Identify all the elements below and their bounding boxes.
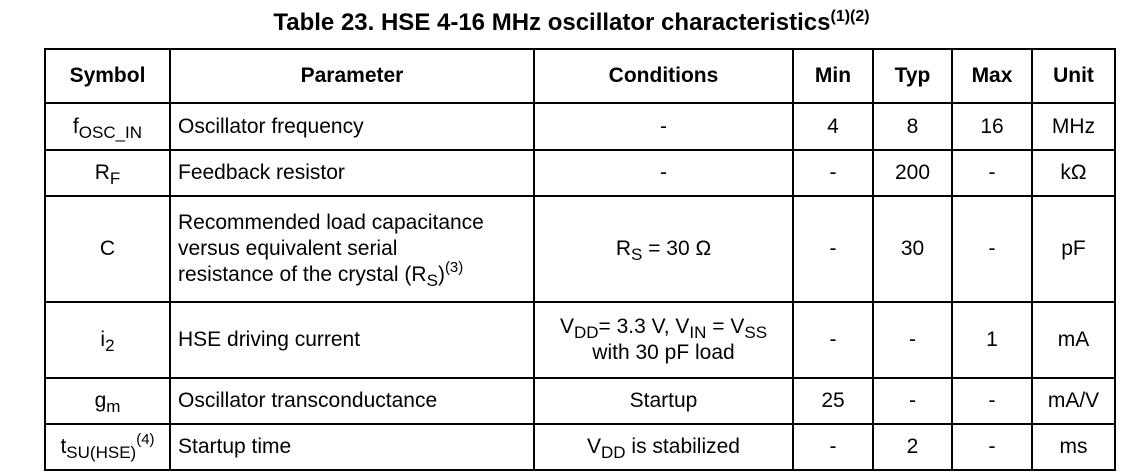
symbol-main: t <box>60 435 67 458</box>
condition-text: V <box>559 315 574 338</box>
table-row: gm Oscillator transconductance Startup 2… <box>44 377 1116 425</box>
condition-sub: DD <box>601 443 626 462</box>
parameter-cell: HSE driving current <box>169 301 535 379</box>
parameter-cell: Oscillator transconductance <box>169 377 535 425</box>
max-cell: - <box>951 423 1033 471</box>
symbol-cell: fOSC_IN <box>44 102 171 151</box>
condition-text: R <box>615 237 631 260</box>
max-cell: - <box>951 195 1033 303</box>
parameter-cell: Feedback resistor <box>169 149 535 197</box>
symbol-main: i <box>100 328 106 351</box>
symbol-main: g <box>94 389 107 412</box>
symbol-cell: i2 <box>44 301 171 379</box>
unit-cell: pF <box>1031 195 1116 303</box>
header-symbol: Symbol <box>44 48 171 104</box>
unit-cell: kΩ <box>1031 149 1116 197</box>
header-row: Symbol Parameter Conditions Min Typ Max … <box>44 48 1116 104</box>
max-cell: - <box>951 149 1033 197</box>
condition-text: = 3.3 V, V <box>598 315 690 338</box>
typ-cell: 200 <box>872 149 953 197</box>
parameter-cell: Oscillator frequency <box>169 102 535 151</box>
min-cell: - <box>792 149 874 197</box>
parameter-cell: Recommended load capacitance versus equi… <box>169 195 535 303</box>
min-cell: - <box>792 301 874 379</box>
symbol-sub: SU(HSE) <box>66 443 137 462</box>
table-row: fOSC_IN Oscillator frequency - 4 8 16 MH… <box>44 102 1116 151</box>
table-title-text: Table 23. HSE 4-16 MHz oscillator charac… <box>273 9 831 36</box>
table-title: Table 23. HSE 4-16 MHz oscillator charac… <box>0 8 1143 38</box>
conditions-cell: VDD= 3.3 V, VIN = VSS with 30 pF load <box>533 301 794 379</box>
table-row: i2 HSE driving current VDD= 3.3 V, VIN =… <box>44 301 1116 379</box>
typ-cell: 2 <box>872 423 953 471</box>
condition-line: with 30 pF load <box>592 341 735 364</box>
min-cell: - <box>792 195 874 303</box>
symbol-sub: OSC_IN <box>78 122 143 142</box>
symbol-main: R <box>94 161 110 184</box>
symbol-sub: m <box>106 397 121 416</box>
typ-cell: 8 <box>872 102 953 151</box>
symbol-cell: C <box>44 195 171 303</box>
parameter-line: resistance of the crystal (RS)(3) <box>178 259 527 290</box>
condition-sub: IN <box>689 323 707 342</box>
unit-cell: ms <box>1031 423 1116 471</box>
table-row: tSU(HSE)(4) Startup time VDD is stabiliz… <box>44 423 1116 471</box>
condition-text: = 30 Ω <box>642 237 712 260</box>
min-cell: 4 <box>792 102 874 151</box>
parameter-cell: Startup time <box>169 423 535 471</box>
symbol-cell: RF <box>44 149 171 197</box>
footnote-ref: (3) <box>444 259 464 276</box>
condition-text: is stabilized <box>625 435 740 458</box>
parameter-sub: S <box>426 271 438 290</box>
header-conditions: Conditions <box>533 48 794 104</box>
symbol-cell: gm <box>44 377 171 425</box>
unit-cell: mA/V <box>1031 377 1116 425</box>
max-cell: 16 <box>951 102 1033 151</box>
typ-cell: - <box>872 301 953 379</box>
conditions-cell: RS = 30 Ω <box>533 195 794 303</box>
condition-sub: SS <box>744 323 768 342</box>
condition-line: VDD= 3.3 V, VIN = VSS <box>541 314 786 342</box>
conditions-cell: - <box>533 102 794 151</box>
parameter-text: resistance of the crystal (R <box>178 263 427 286</box>
conditions-cell: VDD is stabilized <box>533 423 794 471</box>
conditions-cell: Startup <box>533 377 794 425</box>
footnote-ref: (4) <box>136 431 155 448</box>
symbol-sub: 2 <box>105 336 115 355</box>
table-title-notes: (1)(2) <box>830 8 870 25</box>
table-row: C Recommended load capacitance versus eq… <box>44 195 1116 303</box>
condition-sub: DD <box>573 323 599 342</box>
parameter-line: versus equivalent serial <box>178 237 398 260</box>
unit-cell: mA <box>1031 301 1116 379</box>
header-max: Max <box>951 48 1033 104</box>
condition-sub: S <box>631 245 643 264</box>
symbol-sub: F <box>109 169 121 188</box>
typ-cell: 30 <box>872 195 953 303</box>
min-cell: 25 <box>792 377 874 425</box>
symbol-cell: tSU(HSE)(4) <box>44 423 171 471</box>
condition-text: V <box>587 435 602 458</box>
unit-cell: MHz <box>1031 102 1116 151</box>
header-parameter: Parameter <box>169 48 535 104</box>
max-cell: - <box>951 377 1033 425</box>
parameter-text: ) <box>437 263 445 286</box>
parameter-line: Recommended load capacitance <box>178 211 484 234</box>
max-cell: 1 <box>951 301 1033 379</box>
typ-cell: - <box>872 377 953 425</box>
header-min: Min <box>792 48 874 104</box>
symbol-main: f <box>72 114 79 138</box>
conditions-cell: - <box>533 149 794 197</box>
min-cell: - <box>792 423 874 471</box>
header-unit: Unit <box>1031 48 1116 104</box>
condition-text: = V <box>706 315 745 338</box>
header-typ: Typ <box>872 48 953 104</box>
table-row: RF Feedback resistor - - 200 - kΩ <box>44 149 1116 197</box>
oscillator-characteristics-table: Symbol Parameter Conditions Min Typ Max … <box>44 48 1116 471</box>
